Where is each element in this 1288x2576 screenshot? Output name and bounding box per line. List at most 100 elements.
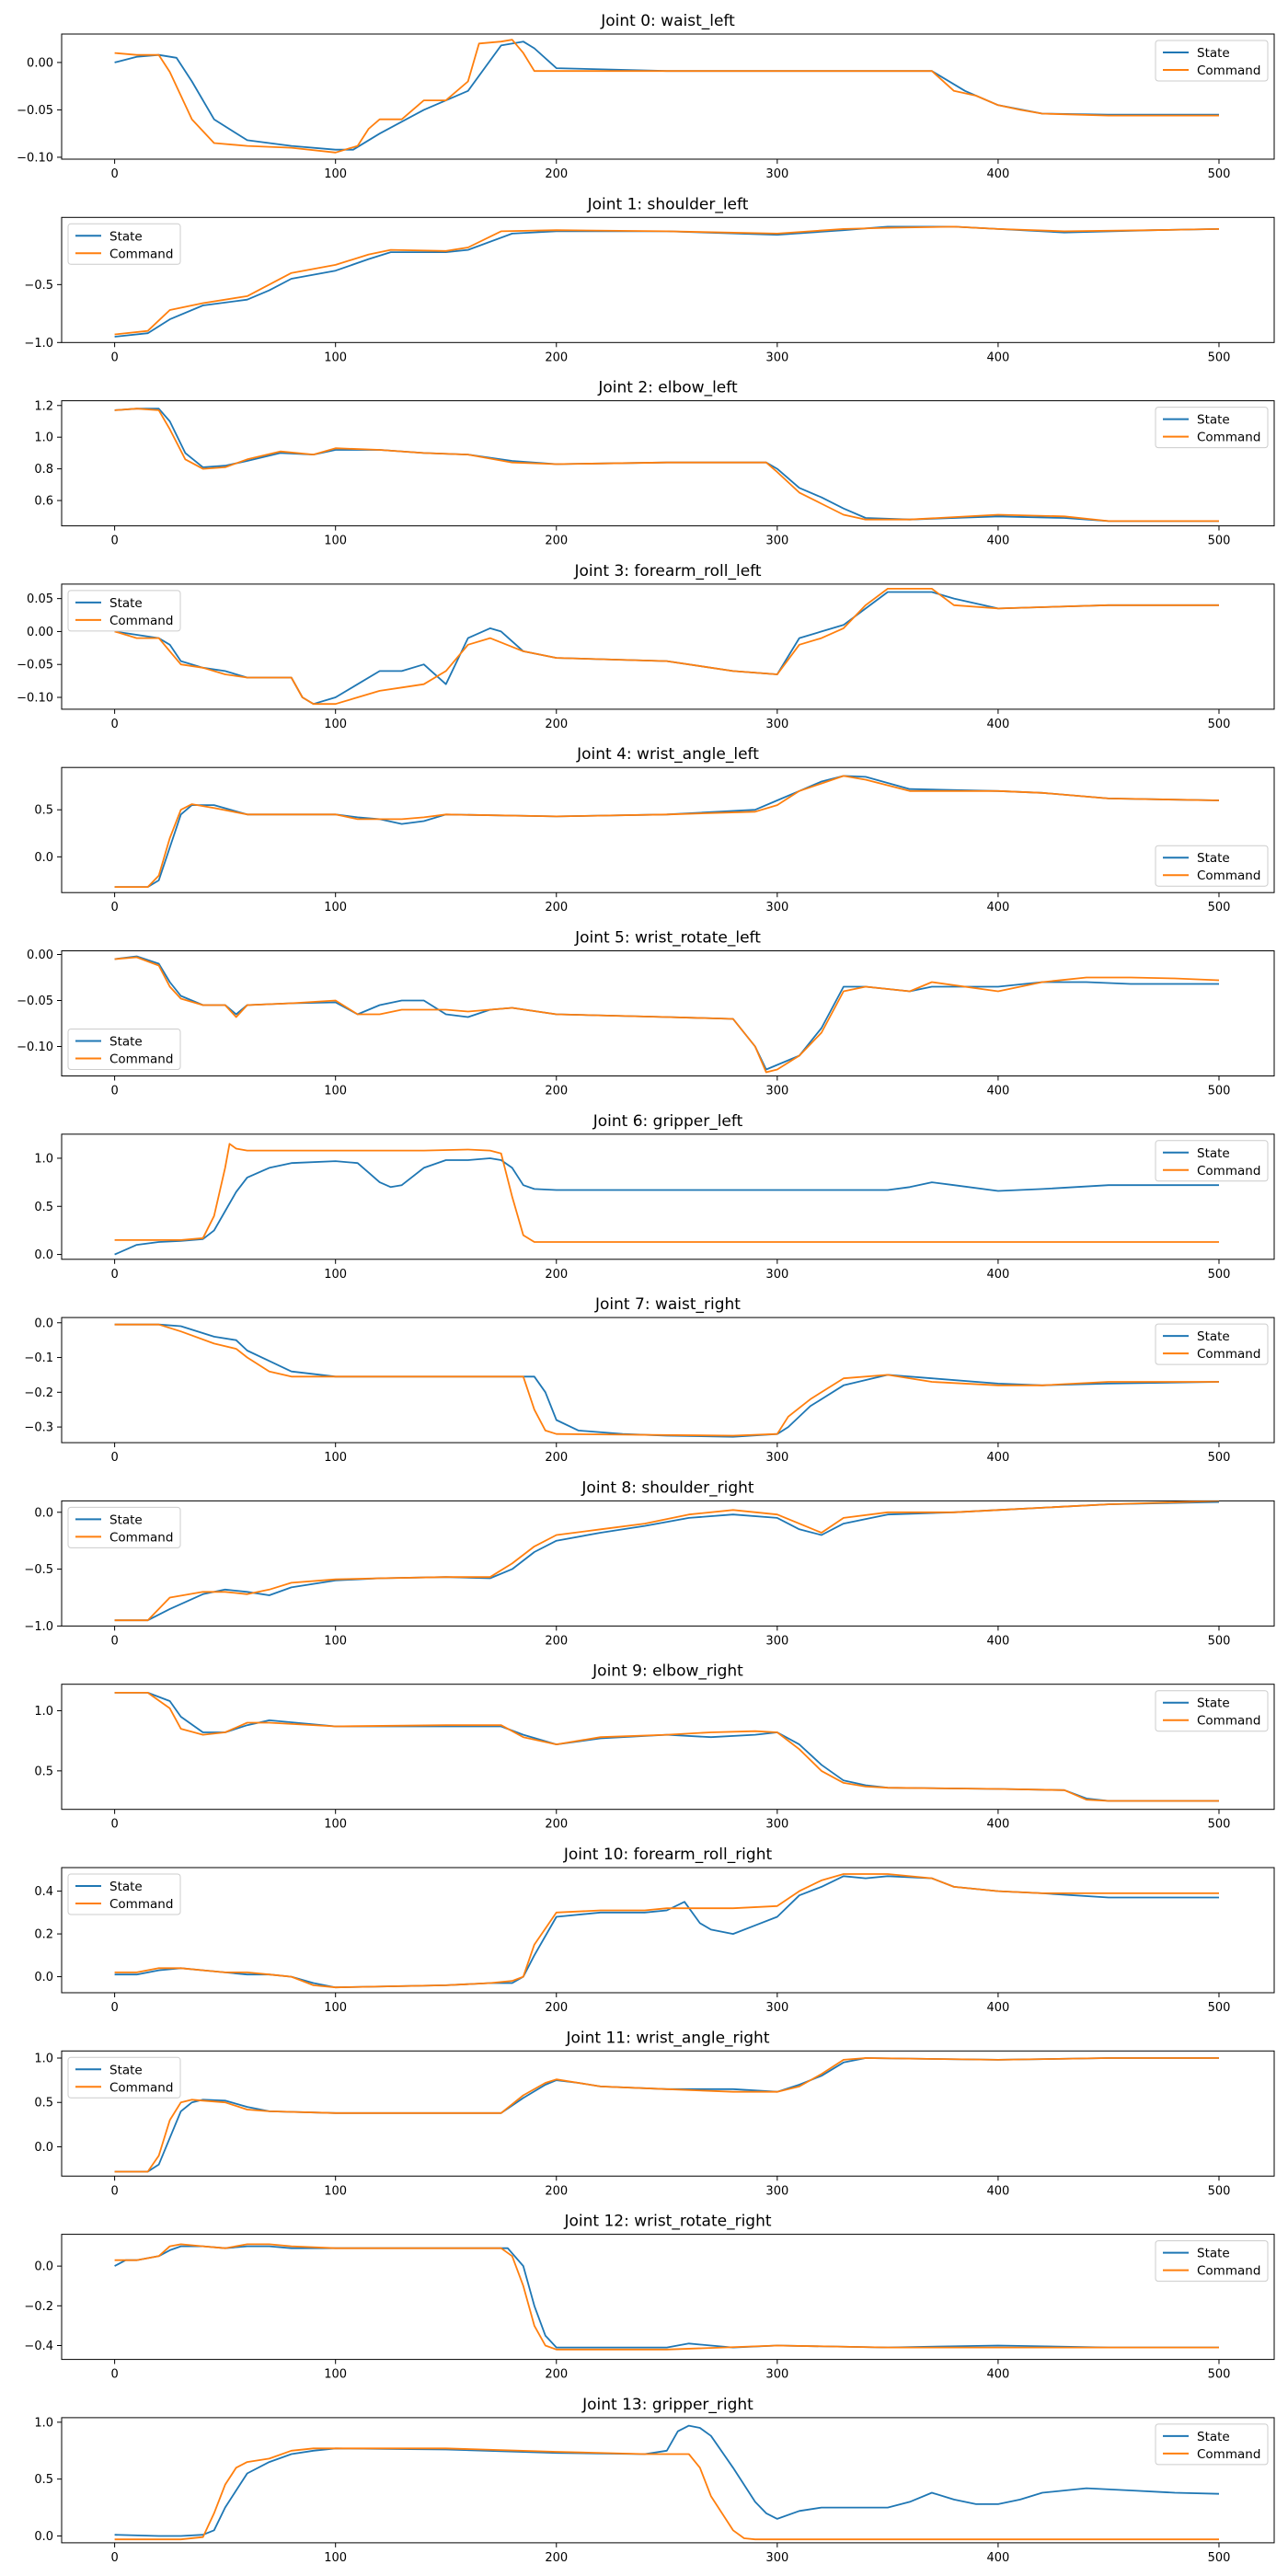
plot-title: Joint 12: wrist_rotate_right xyxy=(563,2213,771,2231)
y-tick-label: 0.5 xyxy=(34,1765,53,1778)
x-tick-label: 500 xyxy=(1208,1634,1231,1648)
x-tick-label: 0 xyxy=(110,1818,118,1832)
legend-label: State xyxy=(109,1880,143,1894)
y-tick-label: 0.00 xyxy=(27,56,53,70)
x-tick-label: 200 xyxy=(545,718,568,731)
x-tick-label: 100 xyxy=(324,351,347,364)
plot-title: Joint 4: wrist_angle_left xyxy=(576,745,759,764)
plot-frame xyxy=(61,1867,1275,1994)
series-line-state xyxy=(114,1323,1220,1438)
x-tick-label: 100 xyxy=(324,1268,347,1282)
plot-frame xyxy=(61,766,1275,893)
y-tick-label: −0.3 xyxy=(24,1421,53,1435)
y-tick-label: 0.4 xyxy=(34,1885,53,1899)
x-tick-label: 100 xyxy=(324,2551,347,2565)
y-tick-label: −0.4 xyxy=(24,2340,53,2353)
x-tick-label: 500 xyxy=(1208,167,1231,181)
x-tick-label: 300 xyxy=(765,2001,788,2015)
x-tick-label: 500 xyxy=(1208,2001,1231,2015)
x-tick-label: 500 xyxy=(1208,1818,1231,1832)
joint-plot-10: Joint 10: forearm_roll_right 0 100 200 300 40… xyxy=(34,1846,1275,2015)
plot-frame xyxy=(61,1500,1275,1627)
series-line-command xyxy=(114,2243,1219,2351)
series-line-command xyxy=(114,1143,1219,1243)
plot-title: Joint 5: wrist_rotate_left xyxy=(574,929,761,948)
x-tick-label: 0 xyxy=(110,1085,118,1098)
x-tick-label: 100 xyxy=(324,1818,347,1832)
series-line-state xyxy=(114,2057,1219,2173)
y-tick-label: 0.6 xyxy=(34,495,53,509)
series-line-state xyxy=(114,955,1219,1071)
legend-label: State xyxy=(109,1512,143,1527)
legend: State Command xyxy=(67,1029,181,1070)
x-tick-label: 100 xyxy=(324,901,347,914)
x-tick-label: 200 xyxy=(545,901,568,914)
joint-plot-11: Joint 11: wrist_angle_right 0 100 200 300 400… xyxy=(34,2029,1275,2198)
plot-frame xyxy=(61,2050,1275,2177)
y-tick-label: 1.0 xyxy=(34,1152,53,1166)
y-tick-label: 0.0 xyxy=(34,851,53,865)
plot-title: Joint 2: elbow_left xyxy=(597,379,738,397)
legend: State Command xyxy=(1155,845,1269,887)
x-tick-label: 300 xyxy=(765,2184,788,2198)
legend-label: Command xyxy=(1197,2264,1260,2279)
x-tick-label: 100 xyxy=(324,1634,347,1648)
x-tick-label: 200 xyxy=(545,1818,568,1832)
x-tick-label: 300 xyxy=(765,351,788,364)
series-line-command xyxy=(114,225,1220,336)
x-tick-label: 300 xyxy=(765,901,788,914)
x-tick-label: 400 xyxy=(986,1634,1009,1648)
series-line-state xyxy=(114,408,1219,523)
joint-plot-9: Joint 9: elbow_right 0 100 200 300 400 500 1.0 0… xyxy=(34,1662,1275,1832)
x-tick-label: 200 xyxy=(545,2001,568,2015)
joint-plot-4: Joint 4: wrist_angle_left 0 100 200 300 400 50… xyxy=(34,745,1275,914)
legend-label: State xyxy=(1197,851,1230,866)
series-line-command xyxy=(114,39,1219,154)
x-tick-label: 0 xyxy=(110,1268,118,1282)
legend: State Command xyxy=(1155,1323,1269,1365)
x-tick-label: 500 xyxy=(1208,2368,1231,2382)
y-tick-label: 0.0 xyxy=(34,1971,53,1984)
joint-plot-7: Joint 7: waist_right 0 100 200 300 400 500 0.0 −… xyxy=(24,1295,1275,1465)
plot-frame xyxy=(61,216,1275,343)
x-tick-label: 400 xyxy=(986,167,1009,181)
x-tick-label: 0 xyxy=(110,2368,118,2382)
x-tick-label: 0 xyxy=(110,2184,118,2198)
y-tick-label: 0.2 xyxy=(34,1928,53,1942)
plot-frame xyxy=(61,1317,1275,1443)
series-line-state xyxy=(114,225,1220,338)
legend: State Command xyxy=(67,1506,181,1548)
y-tick-label: 1.0 xyxy=(34,431,53,445)
joint-plot-8: Joint 8: shoulder_right 0 100 200 300 400 500 0… xyxy=(24,1478,1275,1648)
x-tick-label: 0 xyxy=(110,718,118,731)
y-tick-label: 0.5 xyxy=(34,2473,53,2487)
x-tick-label: 100 xyxy=(324,1451,347,1465)
x-tick-label: 200 xyxy=(545,1634,568,1648)
x-tick-label: 300 xyxy=(765,2368,788,2382)
legend: State Command xyxy=(67,590,181,632)
plot-title: Joint 13: gripper_right xyxy=(581,2396,753,2414)
x-tick-label: 300 xyxy=(765,1268,788,1282)
y-tick-label: 0.0 xyxy=(34,2260,53,2274)
y-tick-label: 0.0 xyxy=(34,1248,53,1262)
y-tick-label: −0.10 xyxy=(17,151,53,165)
x-tick-label: 400 xyxy=(986,901,1009,914)
y-tick-label: 0.8 xyxy=(34,463,53,477)
x-tick-label: 400 xyxy=(986,1818,1009,1832)
series-line-state xyxy=(114,591,1219,706)
y-tick-label: −0.10 xyxy=(17,1041,53,1054)
y-tick-label: 0.00 xyxy=(27,626,53,639)
x-tick-label: 0 xyxy=(110,1634,118,1648)
plot-frame xyxy=(61,583,1275,710)
x-tick-label: 300 xyxy=(765,718,788,731)
x-tick-label: 400 xyxy=(986,2551,1009,2565)
x-tick-label: 100 xyxy=(324,2001,347,2015)
joint-plot-12: Joint 12: wrist_rotate_right 0 100 200 300 40… xyxy=(24,2213,1275,2382)
legend: State Command xyxy=(1155,1140,1269,1182)
plot-title: Joint 9: elbow_right xyxy=(592,1662,743,1681)
x-tick-label: 300 xyxy=(765,1634,788,1648)
y-tick-label: −0.5 xyxy=(24,279,53,293)
legend-label: Command xyxy=(109,1052,173,1067)
x-tick-label: 100 xyxy=(324,2368,347,2382)
y-tick-label: 0.0 xyxy=(34,2141,53,2155)
